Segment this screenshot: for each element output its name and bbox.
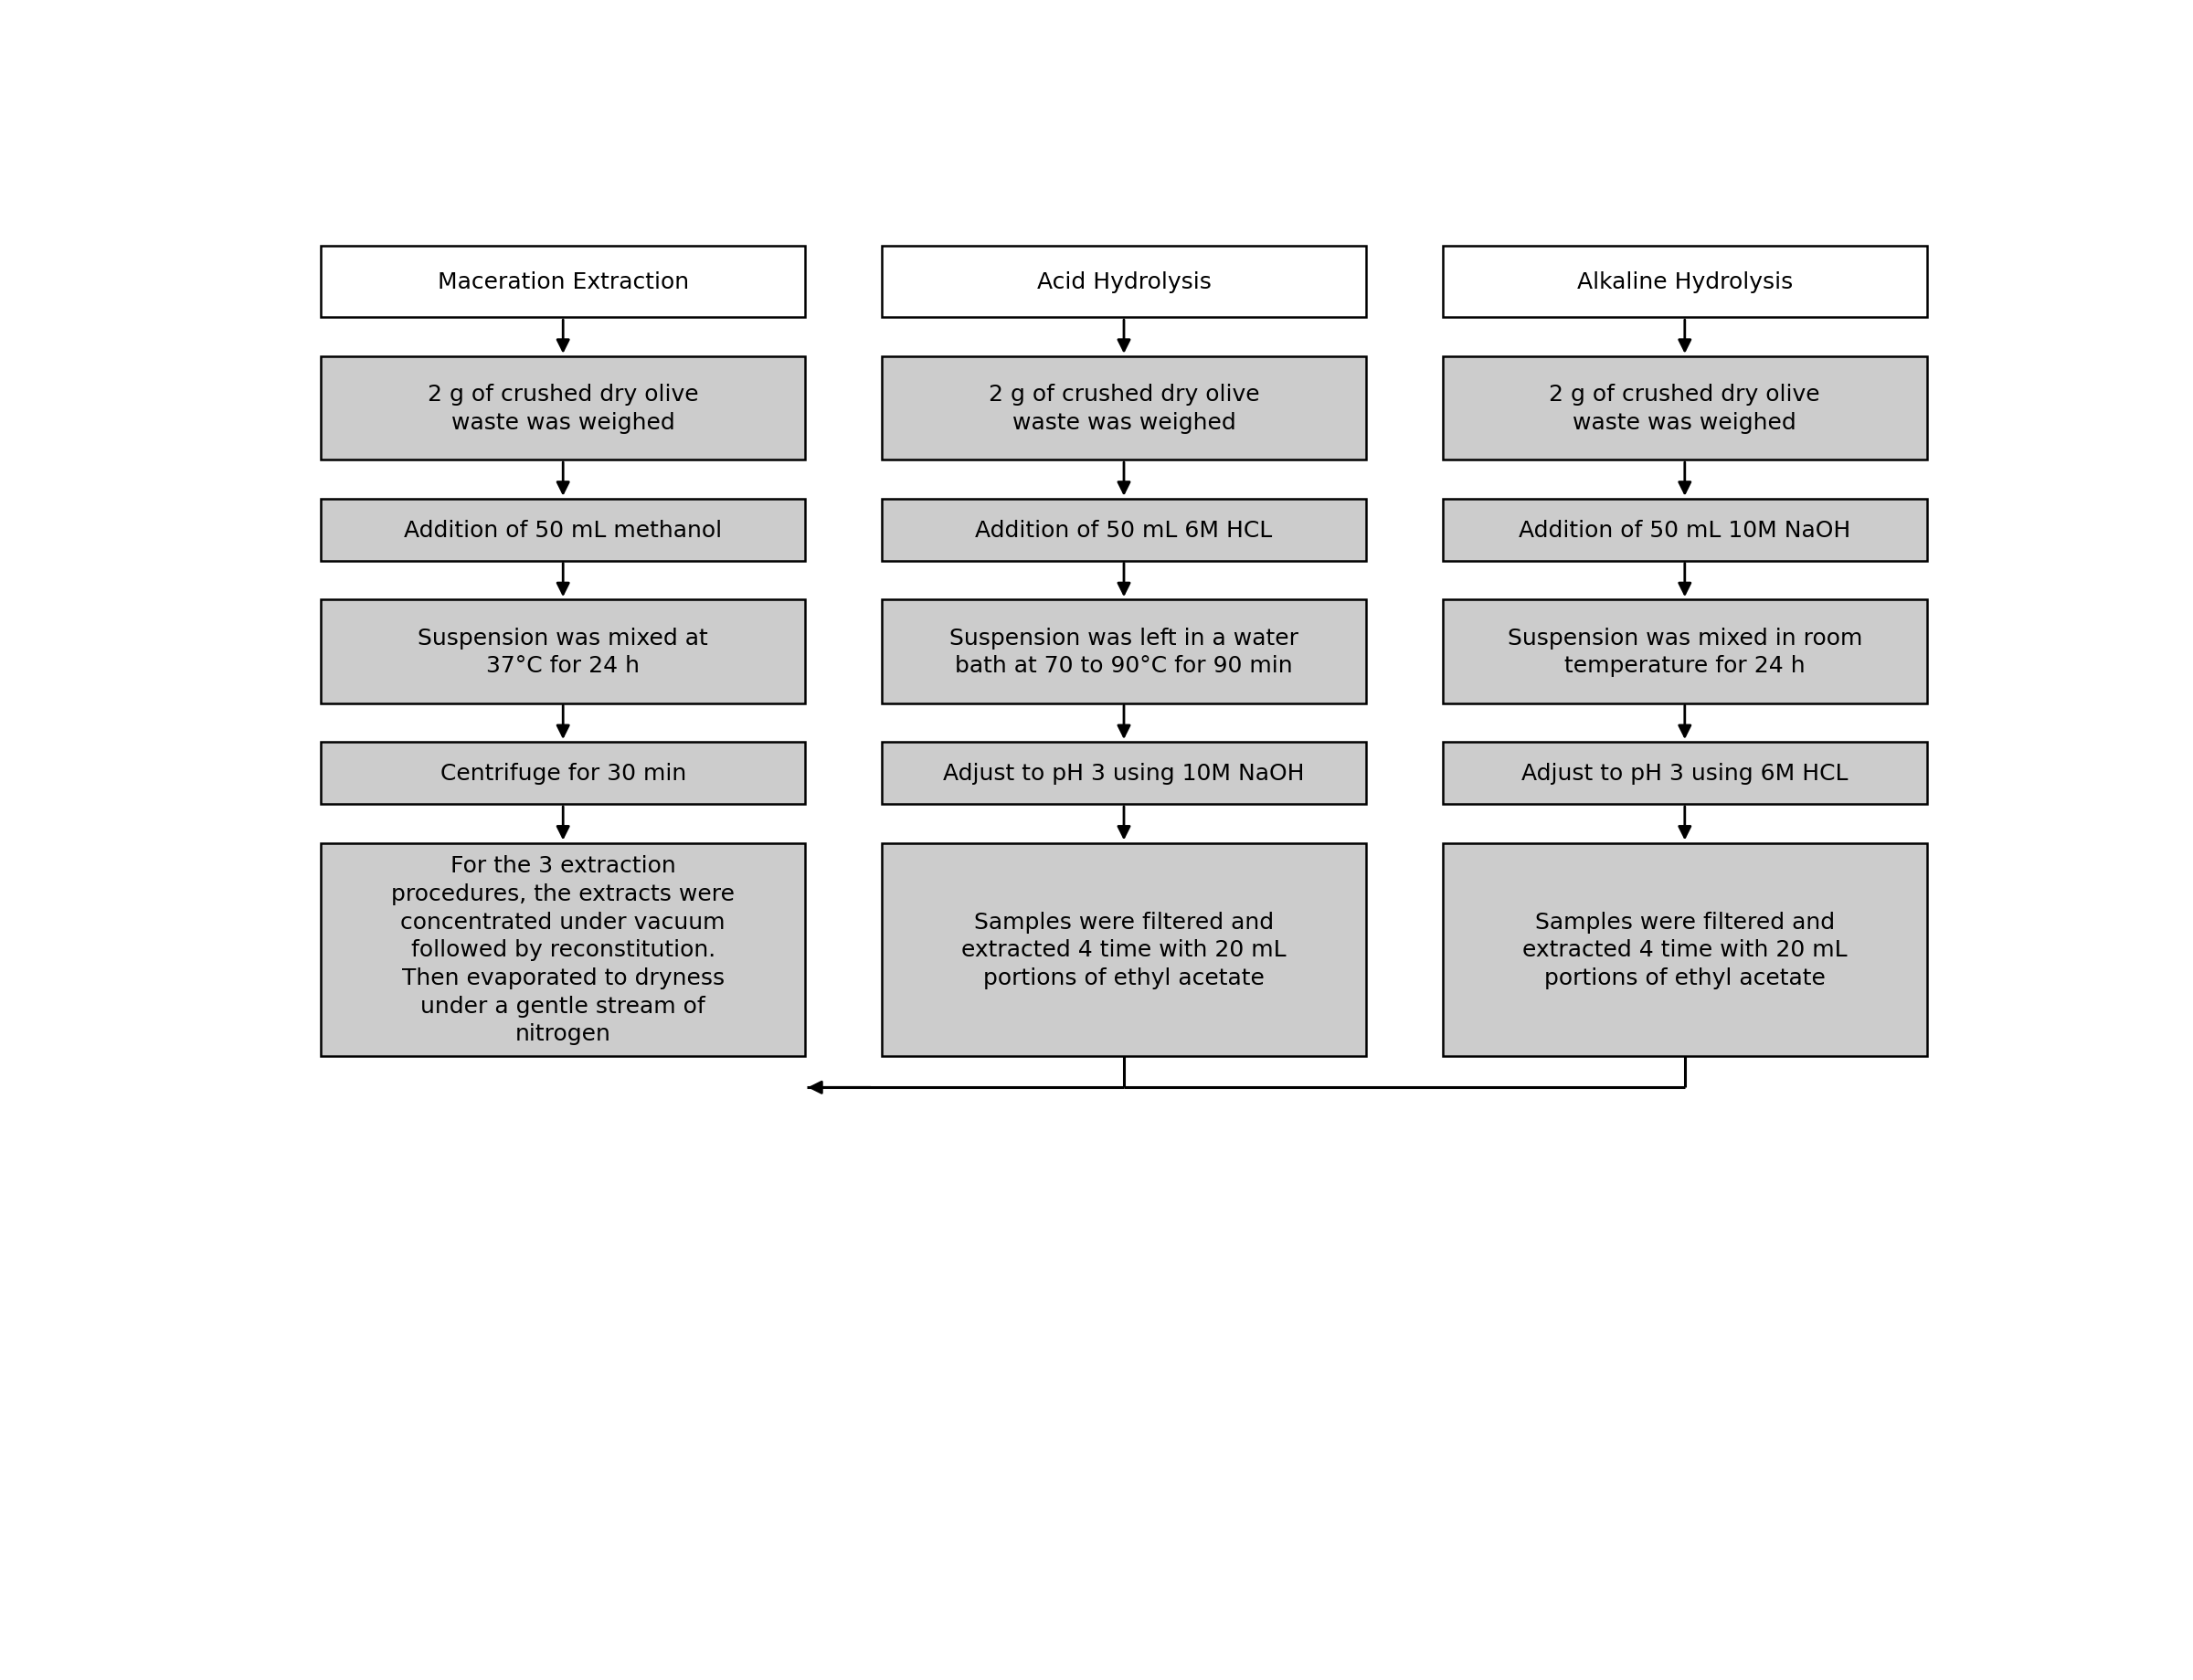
Text: Maceration Extraction: Maceration Extraction <box>436 272 689 294</box>
Text: 2 g of crushed dry olive
waste was weighed: 2 g of crushed dry olive waste was weigh… <box>1548 383 1820 433</box>
FancyBboxPatch shape <box>320 600 805 704</box>
FancyBboxPatch shape <box>1443 247 1928 318</box>
Text: Centrifuge for 30 min: Centrifuge for 30 min <box>441 763 686 785</box>
Text: Samples were filtered and
extracted 4 time with 20 mL
portions of ethyl acetate: Samples were filtered and extracted 4 ti… <box>1522 911 1847 990</box>
FancyBboxPatch shape <box>882 247 1366 318</box>
FancyBboxPatch shape <box>882 843 1366 1057</box>
FancyBboxPatch shape <box>882 743 1366 805</box>
FancyBboxPatch shape <box>320 499 805 561</box>
Text: Addition of 50 mL 6M HCL: Addition of 50 mL 6M HCL <box>976 519 1272 541</box>
FancyBboxPatch shape <box>1443 356 1928 460</box>
Text: Suspension was mixed at
37°C for 24 h: Suspension was mixed at 37°C for 24 h <box>419 627 708 677</box>
Text: Adjust to pH 3 using 6M HCL: Adjust to pH 3 using 6M HCL <box>1522 763 1849 785</box>
FancyBboxPatch shape <box>320 247 805 318</box>
Text: Acid Hydrolysis: Acid Hydrolysis <box>1037 272 1211 294</box>
Text: Addition of 50 mL 10M NaOH: Addition of 50 mL 10M NaOH <box>1520 519 1851 541</box>
FancyBboxPatch shape <box>1443 843 1928 1057</box>
Text: Suspension was mixed in room
temperature for 24 h: Suspension was mixed in room temperature… <box>1507 627 1862 677</box>
Text: Alkaline Hydrolysis: Alkaline Hydrolysis <box>1577 272 1792 294</box>
Text: 2 g of crushed dry olive
waste was weighed: 2 g of crushed dry olive waste was weigh… <box>428 383 700 433</box>
FancyBboxPatch shape <box>320 843 805 1057</box>
FancyBboxPatch shape <box>882 356 1366 460</box>
Text: Samples were filtered and
extracted 4 time with 20 mL
portions of ethyl acetate: Samples were filtered and extracted 4 ti… <box>961 911 1287 990</box>
Text: Suspension was left in a water
bath at 70 to 90°C for 90 min: Suspension was left in a water bath at 7… <box>950 627 1298 677</box>
FancyBboxPatch shape <box>882 499 1366 561</box>
FancyBboxPatch shape <box>320 743 805 805</box>
FancyBboxPatch shape <box>882 600 1366 704</box>
FancyBboxPatch shape <box>1443 743 1928 805</box>
Text: Addition of 50 mL methanol: Addition of 50 mL methanol <box>404 519 721 541</box>
Text: For the 3 extraction
procedures, the extracts were
concentrated under vacuum
fol: For the 3 extraction procedures, the ext… <box>390 855 735 1045</box>
Text: 2 g of crushed dry olive
waste was weighed: 2 g of crushed dry olive waste was weigh… <box>989 383 1259 433</box>
FancyBboxPatch shape <box>1443 600 1928 704</box>
FancyBboxPatch shape <box>320 356 805 460</box>
FancyBboxPatch shape <box>1443 499 1928 561</box>
Text: Adjust to pH 3 using 10M NaOH: Adjust to pH 3 using 10M NaOH <box>943 763 1305 785</box>
